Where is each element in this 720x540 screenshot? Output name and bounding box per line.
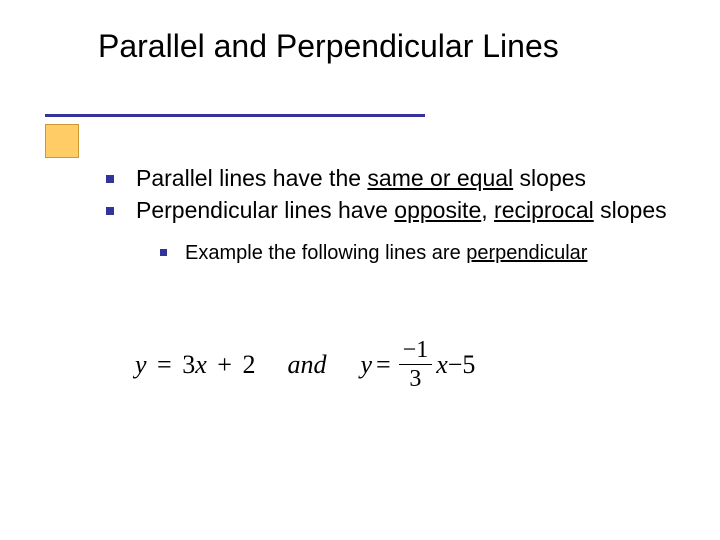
bullet-2-text: Perpendicular lines have opposite, recip… [136,196,667,226]
eq2-equals: = [372,350,395,380]
eq1-var: x [195,350,207,379]
fraction-bar [399,364,433,365]
equation-connector: and [287,350,326,380]
sub-bullet-underlined: perpendicular [466,242,587,264]
accent-square [45,124,79,158]
sub-bullet-prefix: Example the following lines are [185,242,466,264]
eq2-frac-num: −1 [399,338,433,362]
content-area: Parallel lines have the same or equal sl… [106,164,676,268]
slide-title: Parallel and Perpendicular Lines [98,26,658,66]
bullet-marker [106,207,114,215]
eq2-lhs: y [360,350,372,380]
sub-bullet-1-text: Example the following lines are perpendi… [185,240,587,266]
title-underline [45,114,425,117]
equation-area: y = 3x + 2 and y = −1 3 x − 5 [135,338,605,391]
sub-bullet-1: Example the following lines are perpendi… [160,240,676,266]
bullet-1-suffix: slopes [513,165,586,191]
eq1-slope: 3 [182,350,195,379]
bullet-marker-small [160,249,167,256]
bullet-2-suffix: slopes [594,197,667,223]
eq1-intercept: 2 [242,350,255,379]
equation-1: y = 3x + 2 [135,350,255,380]
sub-bullet-group: Example the following lines are perpendi… [160,240,676,266]
eq1-op: + [213,350,236,379]
bullet-2-prefix: Perpendicular lines have [136,197,394,223]
bullet-2-underlined-1: opposite [394,197,481,223]
eq2-fraction: −1 3 [399,338,433,391]
bullet-1-underlined: same or equal [367,165,513,191]
slide-title-block: Parallel and Perpendicular Lines [98,26,658,66]
equation-2: y = −1 3 x − 5 [360,338,475,391]
eq2-op: − [448,350,463,380]
bullet-1-prefix: Parallel lines have the [136,165,367,191]
bullet-2: Perpendicular lines have opposite, recip… [106,196,676,226]
bullet-1: Parallel lines have the same or equal sl… [106,164,676,194]
bullet-2-mid: , [481,197,494,223]
eq2-frac-den: 3 [405,367,425,391]
bullet-marker [106,175,114,183]
eq1-lhs: y [135,350,147,379]
eq1-equals: = [153,350,176,379]
eq2-intercept: 5 [462,350,475,380]
eq2-var: x [436,350,448,380]
bullet-1-text: Parallel lines have the same or equal sl… [136,164,586,194]
bullet-2-underlined-2: reciprocal [494,197,594,223]
